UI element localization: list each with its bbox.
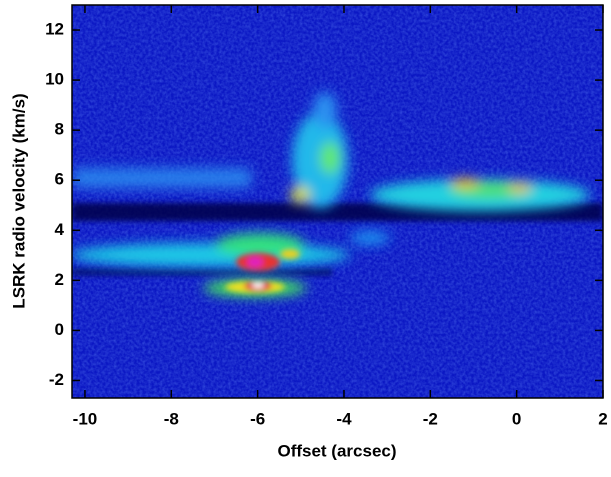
y-tick-label: 10 — [45, 70, 64, 89]
x-tick-label: 2 — [598, 409, 607, 428]
y-tick-label: 6 — [55, 170, 64, 189]
y-tick-label: 12 — [45, 20, 64, 39]
intensity-map — [72, 5, 603, 398]
y-tick-label: -2 — [49, 370, 64, 389]
x-tick-label: -4 — [336, 409, 352, 428]
x-tick-label: -10 — [73, 409, 98, 428]
x-tick-label: -8 — [164, 409, 179, 428]
x-axis-label: Offset (arcsec) — [277, 441, 396, 460]
plot-frame — [71, 4, 604, 399]
x-tick-label: -6 — [250, 409, 265, 428]
x-tick-label: 0 — [512, 409, 521, 428]
y-axis-label: LSRK radio velocity (km/s) — [9, 93, 28, 308]
y-tick-label: 2 — [55, 270, 64, 289]
y-tick-label: 8 — [55, 120, 64, 139]
y-tick-label: 4 — [55, 220, 65, 239]
x-tick-label: -2 — [423, 409, 438, 428]
y-tick-label: 0 — [55, 320, 64, 339]
